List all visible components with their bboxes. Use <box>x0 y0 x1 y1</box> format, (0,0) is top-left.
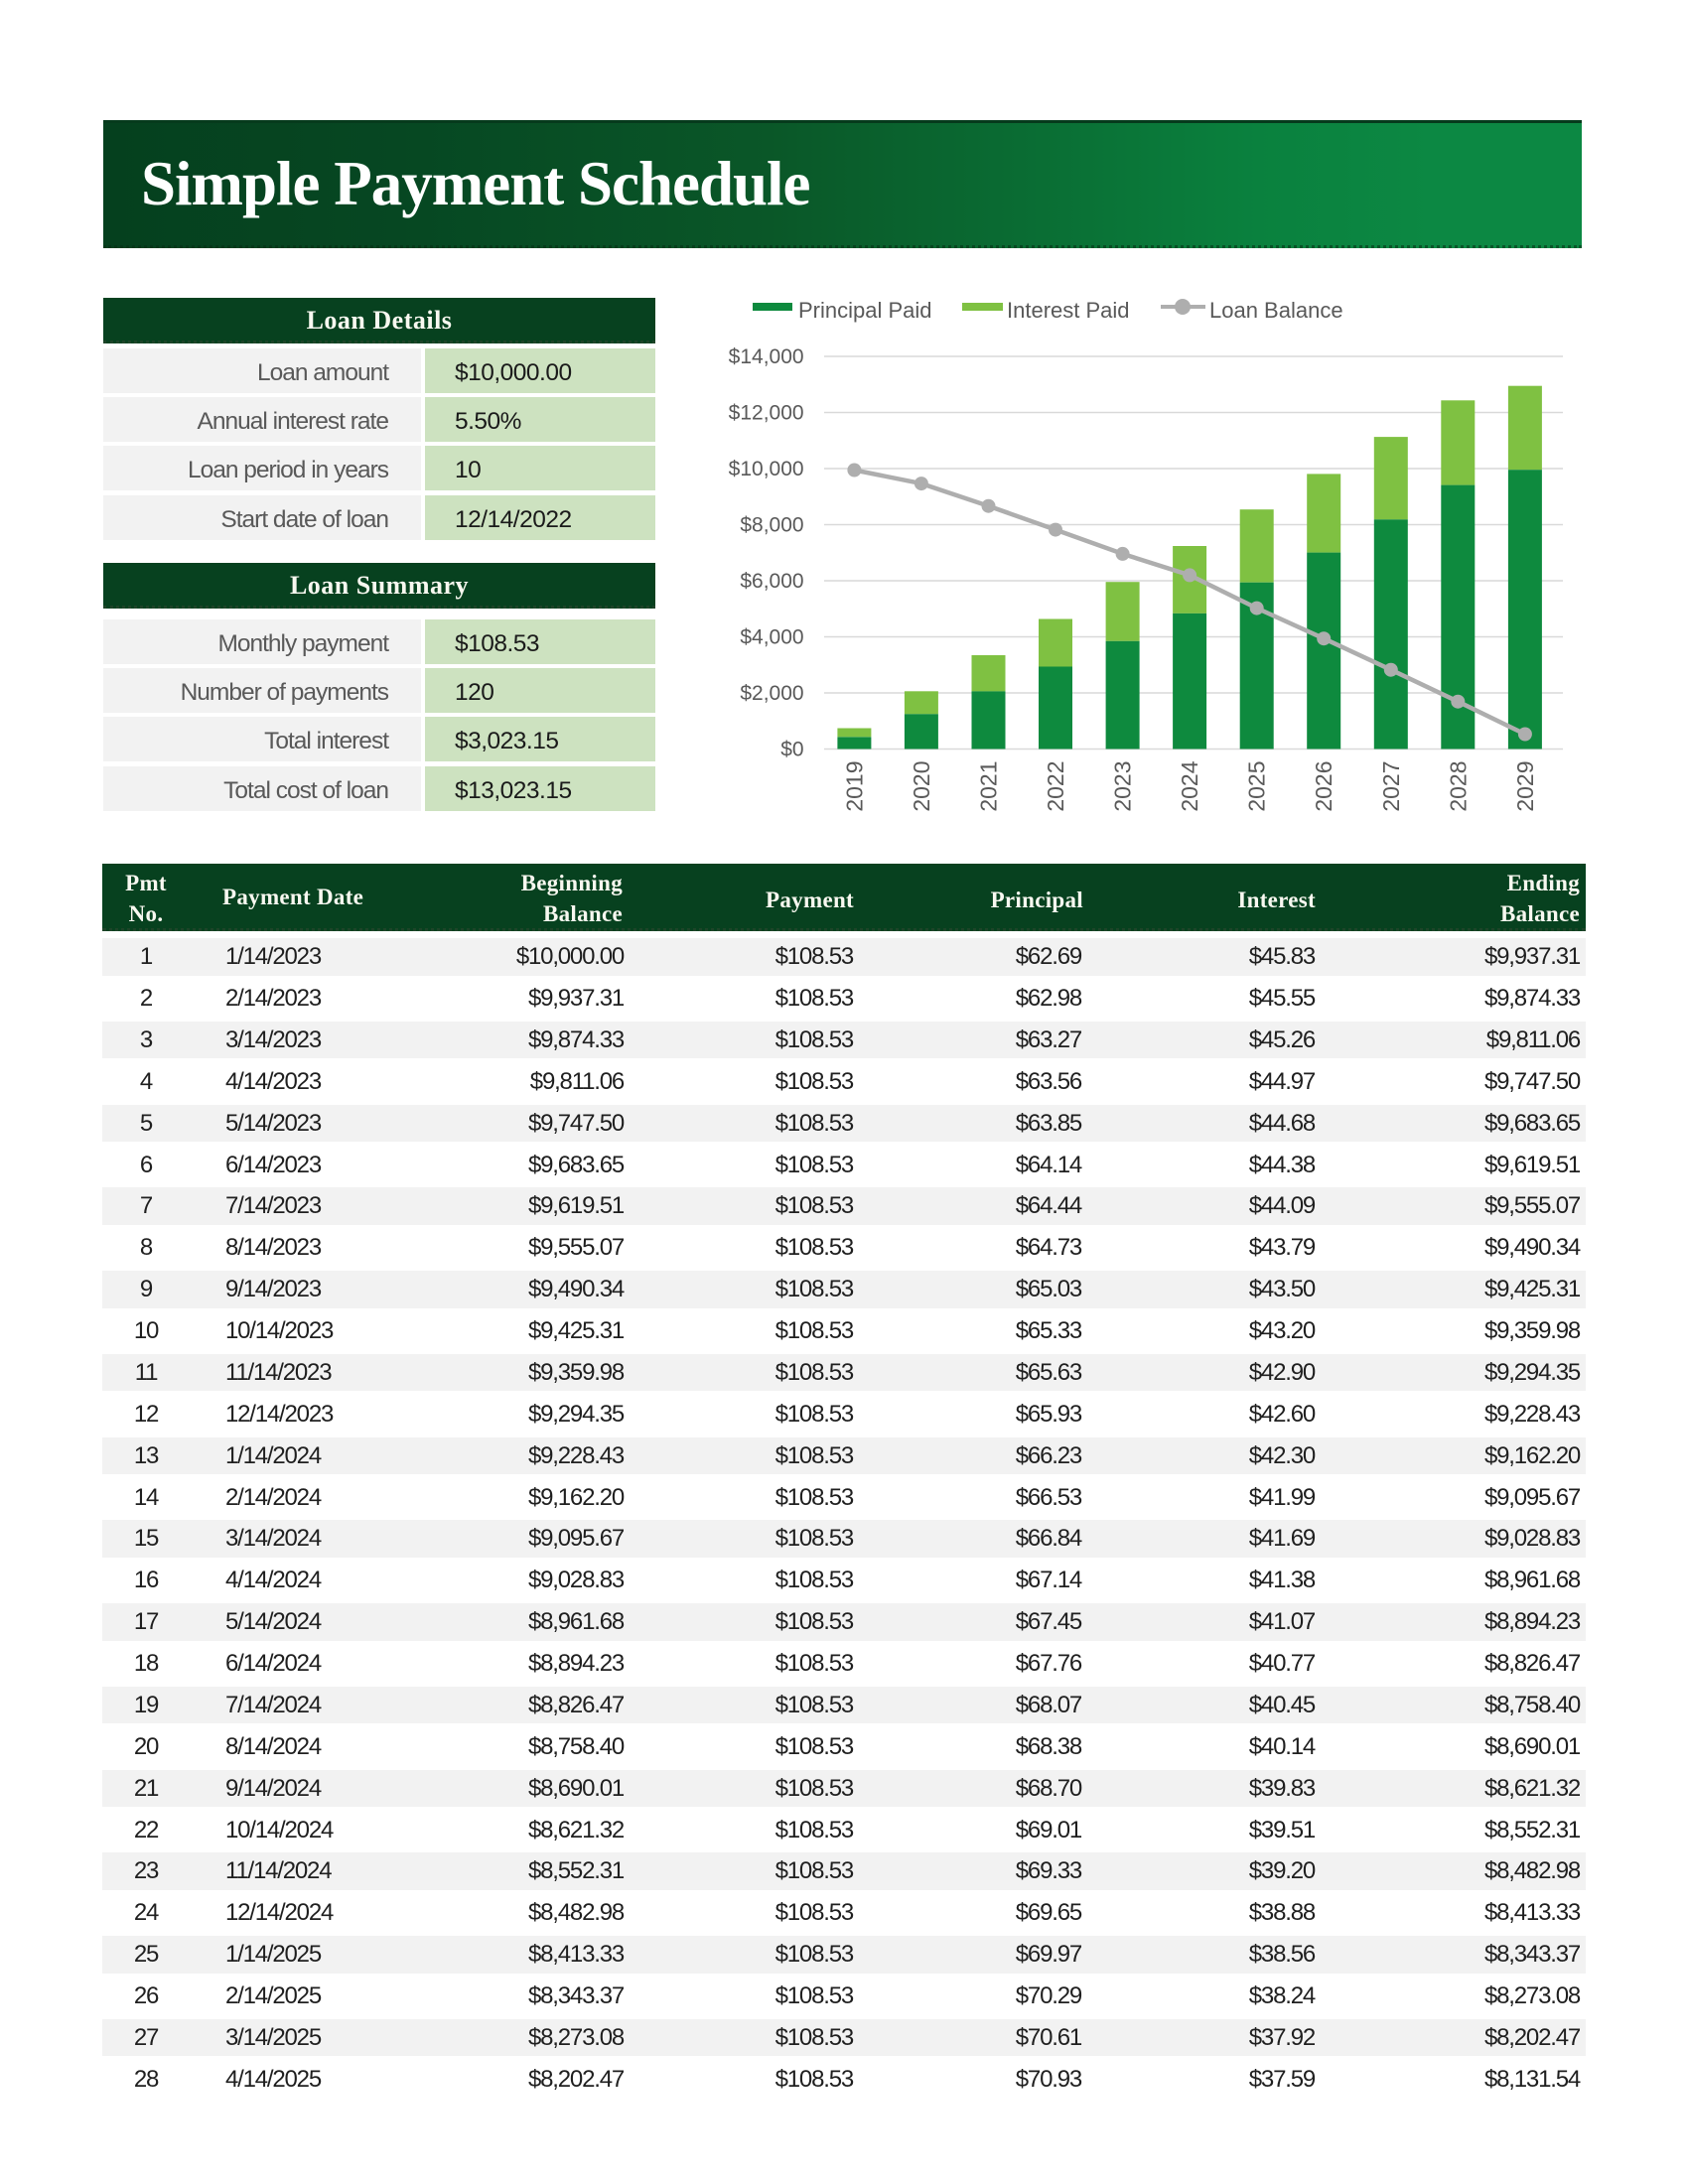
svg-text:$8,000: $8,000 <box>740 514 803 537</box>
svg-text:2028: 2028 <box>1445 761 1471 812</box>
svg-text:$12,000: $12,000 <box>729 402 804 425</box>
svg-text:2026: 2026 <box>1311 761 1336 812</box>
svg-text:$10,000: $10,000 <box>729 458 804 480</box>
svg-text:2022: 2022 <box>1043 761 1068 812</box>
svg-text:2029: 2029 <box>1512 761 1538 812</box>
svg-text:2025: 2025 <box>1244 761 1270 812</box>
svg-text:2021: 2021 <box>976 761 1002 812</box>
svg-text:2024: 2024 <box>1177 760 1202 811</box>
svg-text:2023: 2023 <box>1110 761 1136 812</box>
svg-text:$4,000: $4,000 <box>740 626 803 649</box>
svg-text:Interest Paid: Interest Paid <box>1007 298 1130 323</box>
svg-text:$0: $0 <box>780 739 803 761</box>
svg-text:Loan Balance: Loan Balance <box>1209 298 1343 323</box>
svg-text:$2,000: $2,000 <box>740 682 803 705</box>
svg-text:2027: 2027 <box>1378 761 1404 812</box>
svg-text:Principal Paid: Principal Paid <box>798 298 932 323</box>
svg-text:2020: 2020 <box>909 761 934 812</box>
svg-text:2019: 2019 <box>841 761 867 812</box>
svg-text:$14,000: $14,000 <box>729 345 804 368</box>
svg-text:$6,000: $6,000 <box>740 570 803 593</box>
